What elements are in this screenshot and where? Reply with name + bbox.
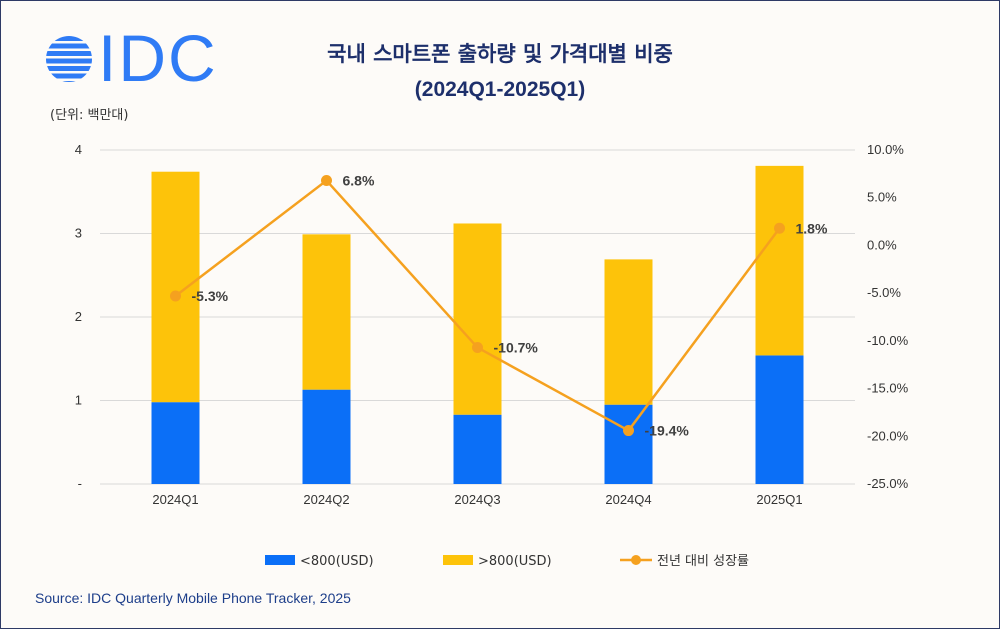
bar-over-800: [151, 171, 200, 403]
bar-under-800: [604, 404, 653, 484]
globe-icon: [46, 36, 92, 82]
y-right-tick-label: -20.0%: [867, 428, 909, 443]
growth-point: [472, 342, 483, 354]
bar-under-800: [453, 414, 502, 484]
bar-under-800: [755, 355, 804, 484]
y-left-tick-label: 4: [75, 142, 82, 157]
legend-swatch-over-800: [443, 555, 473, 565]
legend-swatch-under-800: [265, 555, 295, 565]
y-right-tick-label: 10.0%: [867, 142, 904, 157]
growth-point: [774, 222, 785, 234]
growth-data-label: -5.3%: [192, 288, 229, 304]
growth-data-label: 6.8%: [343, 173, 375, 189]
unit-label: (단위: 백만대): [50, 108, 129, 123]
growth-data-label: 1.8%: [796, 220, 828, 236]
x-tick-label: 2024Q4: [605, 492, 651, 507]
legend-label-under-800: <800(USD): [300, 554, 374, 569]
idc-logo: [44, 34, 214, 84]
bar-over-800: [453, 223, 502, 415]
y-right-tick-label: 0.0%: [867, 237, 897, 252]
y-right-tick-label: -15.0%: [867, 381, 909, 396]
y-left-tick-label: 3: [75, 226, 82, 241]
source-note: Source: IDC Quarterly Mobile Phone Track…: [35, 590, 351, 606]
legend-swatch-growth-point: [631, 555, 641, 565]
bar-under-800: [151, 402, 200, 484]
chart-title: 국내 스마트폰 출하량 및 가격대별 비중: [327, 42, 673, 66]
growth-data-label: -10.7%: [494, 340, 539, 356]
bar-over-800: [755, 165, 804, 356]
growth-data-label: -19.4%: [645, 423, 690, 439]
y-left-tick-label: -: [78, 476, 82, 491]
bar-under-800: [302, 389, 351, 484]
legend-label-growth: 전년 대비 성장률: [657, 554, 749, 569]
growth-point: [321, 175, 332, 187]
x-tick-label: 2025Q1: [756, 492, 802, 507]
legend-label-over-800: >800(USD): [478, 554, 552, 569]
x-tick-label: 2024Q3: [454, 492, 500, 507]
x-tick-label: 2024Q1: [152, 492, 198, 507]
bar-over-800: [604, 259, 653, 405]
y-right-tick-label: -25.0%: [867, 476, 909, 491]
growth-point: [170, 290, 181, 302]
logo-text: IDC: [98, 21, 218, 95]
chart-subtitle: (2024Q1-2025Q1): [414, 78, 586, 101]
bar-over-800: [302, 234, 351, 390]
growth-point: [623, 425, 634, 437]
x-tick-label: 2024Q2: [303, 492, 349, 507]
y-right-tick-label: 5.0%: [867, 190, 897, 205]
y-right-tick-label: -5.0%: [867, 285, 901, 300]
y-left-tick-label: 1: [75, 393, 82, 408]
y-left-tick-label: 2: [75, 309, 82, 324]
y-right-tick-label: -10.0%: [867, 333, 909, 348]
